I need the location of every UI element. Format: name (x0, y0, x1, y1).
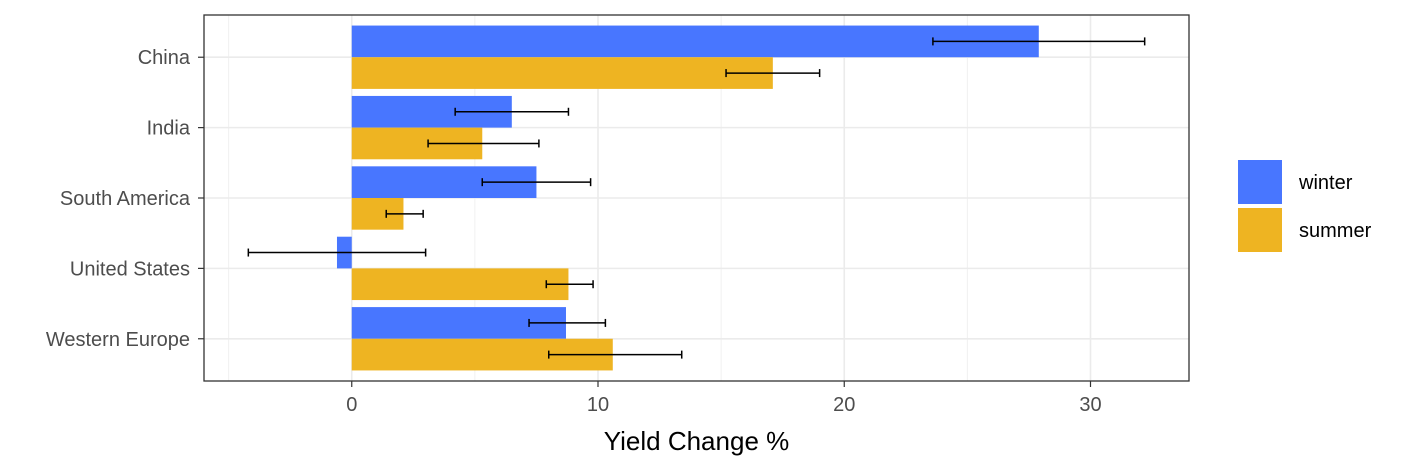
y-tick-label: Western Europe (46, 329, 190, 351)
x-axis-title: Yield Change % (604, 426, 790, 456)
bar-summer (351, 57, 773, 89)
x-tick-label: 10 (587, 394, 609, 416)
x-tick-label: 30 (1079, 394, 1101, 416)
x-tick-label: 20 (833, 394, 855, 416)
bar-summer (351, 268, 569, 301)
legend-label-winter: winter (1298, 172, 1353, 194)
y-tick-label: United States (70, 258, 190, 280)
legend-label-summer: summer (1299, 220, 1372, 242)
legend-key-summer (1238, 208, 1282, 252)
x-axis: 0 10 20 30 (346, 381, 1102, 416)
x-tick-label: 0 (346, 394, 357, 416)
y-tick-label: India (147, 118, 191, 140)
y-axis: China India South America United States West… (46, 47, 204, 351)
y-tick-label: China (138, 47, 191, 69)
legend: winter summer (1238, 160, 1372, 252)
bar-winter (351, 25, 1039, 58)
y-tick-label: South America (60, 188, 191, 210)
legend-key-winter (1238, 160, 1282, 204)
error-bars (247, 37, 1146, 359)
